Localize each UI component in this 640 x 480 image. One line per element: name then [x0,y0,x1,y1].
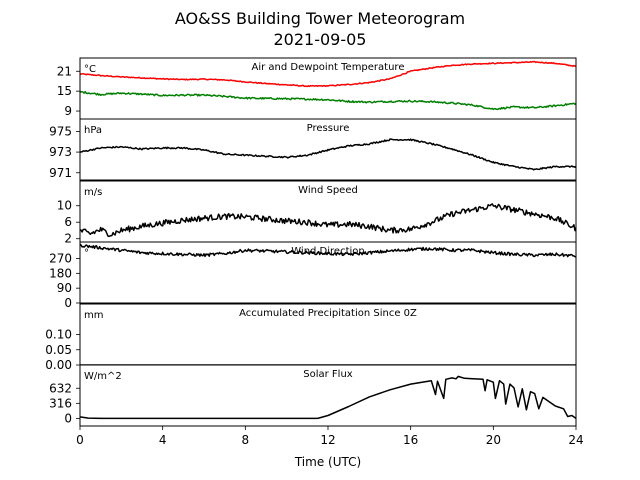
x-tick-label: 4 [159,433,167,447]
panel-4-ytick-label: 0.10 [45,328,72,342]
panel-0: 9 15 21 °C Air and Dewpoint Temperature [57,57,577,120]
panel-1-unit: hPa [84,125,102,136]
x-tick-label: 20 [486,433,501,447]
panel-3-ytick-label: 180 [49,266,72,280]
panel-3-ytick-label: 90 [57,281,72,295]
panel-3-title: Wind Direction [291,246,365,257]
x-tick-label: 24 [568,433,583,447]
panel-3-unit: ° [84,248,89,259]
panel-4-ytick-label: 0.00 [45,358,72,372]
panel-0-series-1 [80,90,576,111]
panel-3-series-0 [80,243,576,258]
panel-5-series-0 [80,375,576,420]
panel-3-frame [79,241,577,304]
x-tick-label: 0 [76,433,84,447]
panel-2-ytick-label: 2 [64,232,72,246]
chart-title: AO&SS Building Tower Meteorogram [175,9,465,28]
panel-5-title: Solar Flux [303,369,353,380]
panel-0-ytick-label: 21 [57,64,72,78]
panel-3-ytick-label: 270 [49,251,72,265]
x-axis: 0 4 8 12 16 20 24 [76,426,584,447]
panel-1: 971 973 975 hPa Pressure [49,118,577,181]
panel-1-series-0 [80,138,576,171]
panel-1-ytick-label: 971 [49,166,72,180]
panel-0-series-0 [80,60,576,88]
panel-2-series-0 [80,203,576,238]
panel-2-ytick-label: 10 [57,199,72,213]
panel-1-ytick-label: 975 [49,124,72,138]
panel-2: 2 6 10 m/s Wind Speed [57,180,577,246]
x-axis-label: Time (UTC) [294,455,361,469]
panel-5-unit: W/m^2 [84,371,122,382]
panel-4-title: Accumulated Precipitation Since 0Z [239,308,417,319]
x-tick-label: 16 [403,433,418,447]
panel-0-ytick-label: 15 [57,84,72,98]
panel-5-ytick-label: 0 [64,411,72,425]
panel-5-ytick-label: 632 [49,381,72,395]
panel-5-ytick-label: 316 [49,396,72,410]
panel-1-frame [79,118,577,181]
chart-subtitle: 2021-09-05 [274,30,367,49]
x-tick-label: 8 [242,433,250,447]
panel-0-unit: °C [84,64,96,75]
x-tick-label: 12 [320,433,335,447]
panel-1-title: Pressure [307,123,350,134]
panel-4: 0.000.050.10 mm Accumulated Precipitation … [45,303,577,372]
panel-2-title: Wind Speed [298,185,358,196]
panel-2-ytick-label: 6 [64,215,72,229]
panel-4-ytick-label: 0.05 [45,343,72,357]
panel-4-unit: mm [84,310,103,321]
panel-2-unit: m/s [84,187,102,198]
panel-0-ytick-label: 9 [64,104,72,118]
panel-1-ytick-label: 973 [49,145,72,159]
panel-0-title: Air and Dewpoint Temperature [252,62,405,73]
panel-3-ytick-label: 0 [64,296,72,310]
